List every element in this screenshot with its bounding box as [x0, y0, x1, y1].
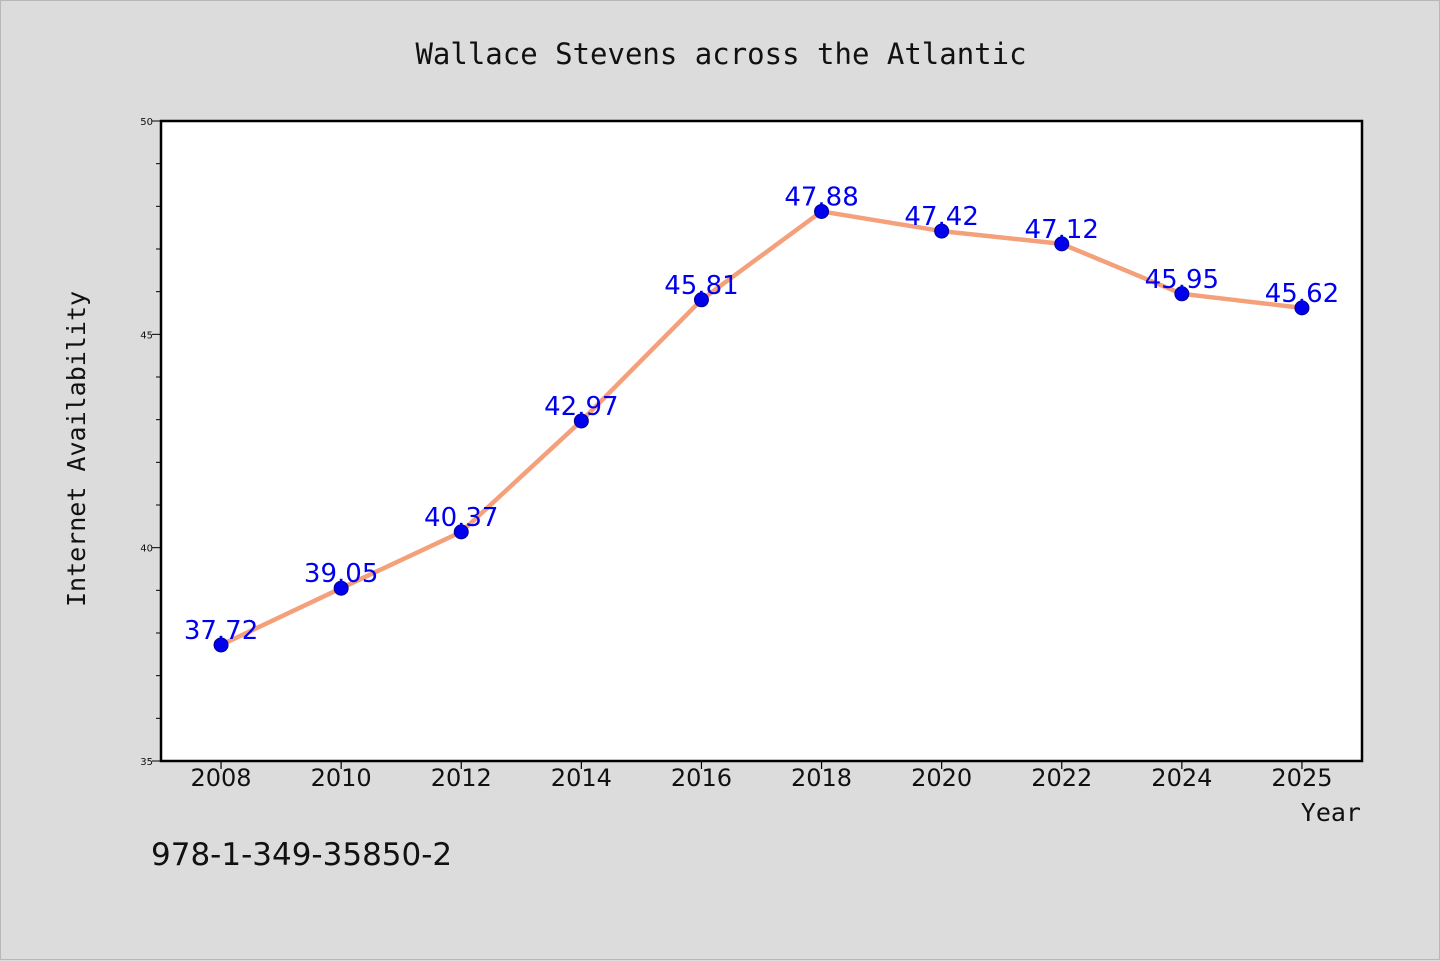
data-point: [814, 203, 830, 219]
y-tick-label: 50: [140, 117, 153, 128]
x-tick-label: 2018: [791, 764, 852, 792]
data-label: 45.62: [1265, 279, 1339, 309]
chart-title: Wallace Stevens across the Atlantic: [415, 37, 1026, 71]
x-tick-label: 2008: [191, 764, 252, 792]
data-point: [1054, 236, 1070, 252]
x-axis-label: Year: [1301, 798, 1361, 827]
data-point: [333, 580, 349, 596]
data-label: 39.05: [304, 559, 378, 589]
data-label: 45.95: [1145, 265, 1219, 295]
y-axis: 35 40 45 50: [140, 117, 161, 768]
data-point: [573, 413, 589, 429]
x-tick-label: 2024: [1151, 764, 1212, 792]
y-tick-label: 35: [140, 757, 153, 768]
data-point: [213, 637, 229, 653]
data-labels: 37.72 39.05 40.37 42.97 45.81 47.88 47.42 47.12…: [184, 182, 1339, 645]
data-point: [453, 524, 469, 540]
x-tick-label: 2022: [1031, 764, 1092, 792]
x-tick-label: 2014: [551, 764, 612, 792]
y-tick-label: 40: [140, 544, 153, 555]
series-line: [220, 209, 1303, 647]
data-point: [1174, 286, 1190, 302]
isbn-text: 978-1-349-35850-2: [151, 837, 452, 873]
data-point: [934, 223, 950, 239]
data-label: 47.12: [1025, 215, 1099, 245]
x-tick-label: 2010: [311, 764, 372, 792]
data-label: 40.37: [424, 503, 498, 533]
y-tick-label: 45: [140, 330, 153, 341]
data-label: 42.97: [544, 392, 618, 422]
x-tick-label: 2016: [671, 764, 732, 792]
data-label: 37.72: [184, 616, 258, 646]
x-axis: 2008 2010 2012 2014 2016 2018 2020 2022 2024 2025: [191, 761, 1332, 792]
x-tick-label: 2025: [1271, 764, 1332, 792]
data-point: [693, 292, 709, 308]
y-axis-label: Internet Availability: [62, 291, 91, 607]
x-tick-label: 2020: [911, 764, 972, 792]
data-point: [1294, 300, 1310, 316]
data-label: 47.88: [784, 182, 858, 212]
data-label: 45.81: [664, 271, 738, 301]
data-label: 47.42: [904, 202, 978, 232]
data-points: [213, 203, 1310, 653]
plot-area: [159, 119, 1364, 763]
x-tick-label: 2012: [431, 764, 492, 792]
